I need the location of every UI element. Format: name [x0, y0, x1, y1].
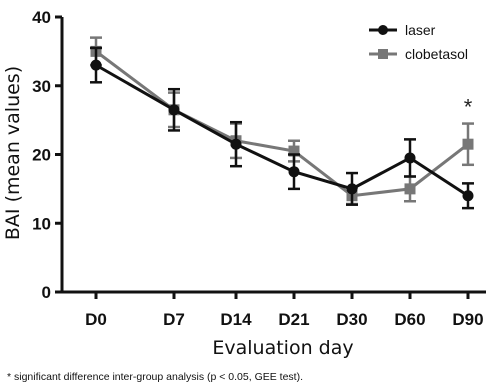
series-line-clobetasol [95, 50, 469, 198]
y-tick-label: 10 [32, 214, 51, 233]
x-tick-label: D90 [452, 310, 483, 329]
data-point [462, 190, 474, 202]
series-laser [90, 46, 474, 210]
y-tick-label: 40 [32, 8, 51, 27]
x-tick-label: D14 [220, 310, 252, 329]
y-tick-label: 0 [42, 283, 51, 302]
data-point [404, 183, 416, 195]
legend-marker [378, 49, 388, 59]
legend-item-laser: laser [369, 22, 436, 38]
data-point [90, 59, 102, 71]
data-point [346, 183, 358, 195]
data-point [462, 138, 474, 150]
legend-label: clobetasol [405, 46, 468, 62]
x-tick-label: D0 [85, 310, 107, 329]
axes: 0 10 20 30 40 D0 D7 D14 D21 D30 D60 D90 [32, 8, 486, 329]
x-tick-label: D30 [336, 310, 367, 329]
data-point [230, 138, 242, 150]
data-point [288, 145, 300, 157]
footnote: * significant difference inter-group ana… [7, 371, 303, 383]
y-axis-title: BAI (mean values) [2, 66, 24, 240]
legend-label: laser [405, 22, 436, 38]
legend-item-clobetasol: clobetasol [369, 46, 468, 62]
x-axis-title: Evaluation day [212, 337, 353, 359]
x-tick-label: D7 [163, 310, 185, 329]
series-clobetasol [90, 36, 474, 206]
legend: laser clobetasol [369, 22, 468, 62]
legend-marker [378, 25, 388, 35]
y-tick-label: 30 [32, 77, 51, 96]
significance-asterisk: * [464, 94, 473, 119]
data-point [168, 104, 180, 116]
y-tick-label: 20 [32, 146, 51, 165]
series-layer: * [90, 36, 474, 210]
data-point [404, 152, 416, 164]
data-point [288, 166, 300, 178]
x-tick-label: D21 [278, 310, 309, 329]
x-tick-label: D60 [394, 310, 425, 329]
